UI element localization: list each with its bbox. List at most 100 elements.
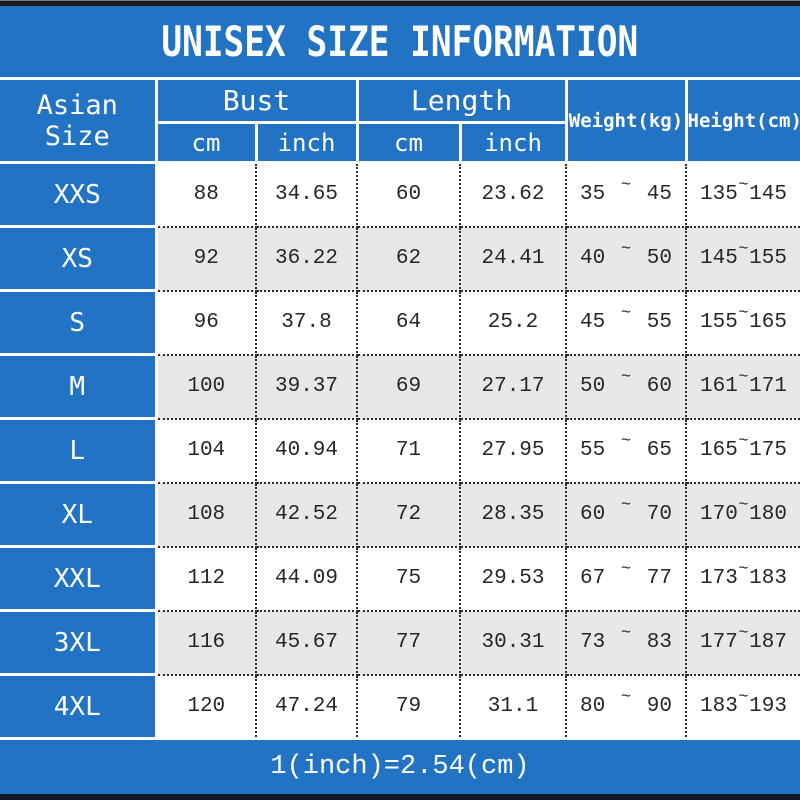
bust-inch-value: 47.24 [256,674,358,740]
tilde-symbol: ~ [738,687,749,707]
weight-low: 60 [580,503,606,526]
weight-low: 50 [580,375,606,398]
weight-range: 60 ~70 [566,482,687,548]
bust-cm-value: 92 [156,226,257,292]
length-cm-value: 72 [357,482,461,548]
height-high: 145 [749,183,787,207]
table-body: XXS 88 34.65 60 23.62 35 ~45 135 ~145 XS 9… [0,162,800,740]
tilde-symbol: ~ [620,240,632,259]
height-range: 145 ~155 [686,226,800,292]
bust-cm-value: 108 [156,482,257,548]
header-bust-cm: cm [154,121,258,164]
header-bust-inch: inch [254,121,359,164]
table-row: 4XL 120 47.24 79 31.1 80 ~90 183 ~193 [0,674,800,740]
table-row: M 100 39.37 69 27.17 50 ~60 161 ~171 [0,354,800,420]
conversion-note: 1(inch)=2.54(cm) [270,752,530,782]
tilde-symbol: ~ [738,176,749,196]
height-high: 183 [749,567,787,590]
size-label: XL [0,482,158,548]
weight-high: 83 [646,631,672,654]
length-inch-value: 30.31 [460,610,567,676]
tilde-symbol: ~ [738,624,749,643]
weight-high: 55 [646,311,672,334]
tilde-symbol: ~ [620,368,632,387]
height-range: 183 ~193 [686,674,800,740]
height-low: 170 [700,503,738,526]
bust-inch-value: 34.65 [256,162,358,228]
weight-high: 65 [646,439,672,462]
weight-low: 40 [580,247,606,270]
height-high: 175 [749,439,787,462]
header-length-inch: inch [458,121,568,164]
height-low: 145 [700,247,738,270]
length-inch-value: 25.2 [460,290,567,356]
weight-range: 50 ~60 [566,354,687,420]
table-row: L 104 40.94 71 27.95 55 ~65 165 ~175 [0,418,800,484]
weight-range: 35 ~45 [566,162,687,228]
height-range: 173 ~183 [686,546,800,612]
tilde-symbol: ~ [620,432,632,451]
size-label: XS [0,226,158,292]
table-row: XL 108 42.52 72 28.35 60 ~70 170 ~180 [0,482,800,548]
tilde-symbol: ~ [620,496,632,515]
size-label: L [0,418,158,484]
height-low: 177 [700,631,738,654]
weight-high: 45 [646,183,672,207]
length-cm-value: 75 [357,546,461,612]
top-black-bar [0,0,800,6]
length-cm-value: 60 [357,162,461,228]
weight-range: 55 ~65 [566,418,687,484]
conversion-note-band: 1(inch)=2.54(cm) [0,740,800,794]
table-row: 3XL 116 45.67 77 30.31 73 ~83 177 ~187 [0,610,800,676]
weight-high: 60 [646,375,672,398]
header-bust: Bust [154,77,359,124]
header-length: Length [355,77,568,124]
weight-range: 40 ~50 [566,226,687,292]
length-inch-value: 29.53 [460,546,567,612]
size-label: XXL [0,546,158,612]
bottom-black-bar [0,794,800,800]
height-range: 155 ~165 [686,290,800,356]
header-height: Height(cm) [684,77,800,164]
length-inch-value: 28.35 [460,482,567,548]
bust-cm-value: 88 [156,162,257,228]
bust-cm-value: 96 [156,290,257,356]
bust-inch-value: 42.52 [256,482,358,548]
bust-inch-value: 40.94 [256,418,358,484]
weight-range: 80 ~90 [566,674,687,740]
length-inch-value: 31.1 [460,674,567,740]
length-inch-value: 27.17 [460,354,567,420]
height-low: 155 [700,311,738,334]
height-high: 165 [749,311,787,334]
tilde-symbol: ~ [738,496,749,515]
length-cm-value: 79 [357,674,461,740]
tilde-symbol: ~ [738,368,749,387]
bust-inch-value: 36.22 [256,226,358,292]
weight-high: 90 [646,694,672,718]
weight-low: 80 [580,694,606,718]
weight-range: 73 ~83 [566,610,687,676]
bust-cm-value: 116 [156,610,257,676]
table-row: XS 92 36.22 62 24.41 40 ~50 145 ~155 [0,226,800,292]
tilde-symbol: ~ [620,176,632,196]
size-table: Asian Size Bust Length Weight(kg) Height… [0,77,800,740]
height-range: 170 ~180 [686,482,800,548]
header-asian-size: Asian Size [0,77,158,164]
size-label: 4XL [0,674,158,740]
tilde-symbol: ~ [620,304,632,323]
bust-cm-value: 112 [156,546,257,612]
length-inch-value: 23.62 [460,162,567,228]
table-row: XXS 88 34.65 60 23.62 35 ~45 135 ~145 [0,162,800,228]
tilde-symbol: ~ [738,560,749,579]
bust-cm-value: 104 [156,418,257,484]
bust-inch-value: 39.37 [256,354,358,420]
height-high: 187 [749,631,787,654]
length-inch-value: 27.95 [460,418,567,484]
length-cm-value: 71 [357,418,461,484]
height-range: 161 ~171 [686,354,800,420]
weight-high: 70 [646,503,672,526]
bust-cm-value: 120 [156,674,257,740]
height-low: 135 [700,183,738,207]
length-cm-value: 62 [357,226,461,292]
